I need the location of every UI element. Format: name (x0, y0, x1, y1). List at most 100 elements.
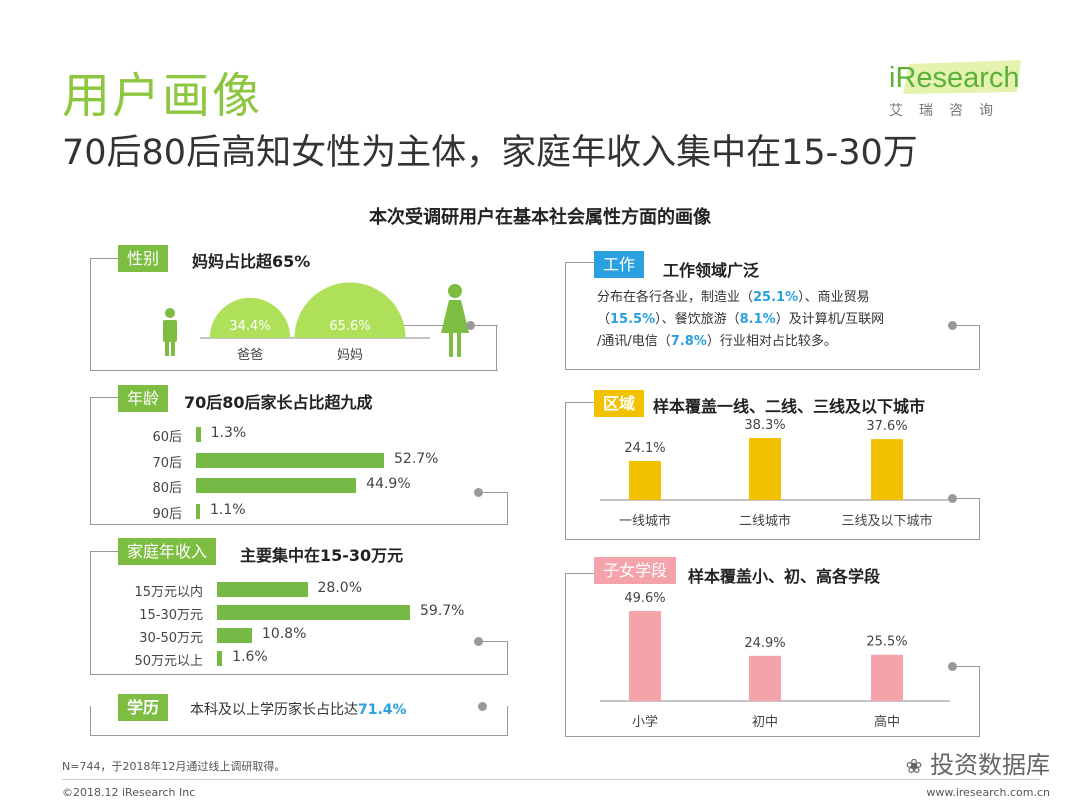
school-bar (749, 655, 781, 701)
region-category-label: 一线城市 (619, 513, 671, 529)
work-panel (565, 262, 595, 370)
gender-connector-dot (466, 321, 475, 330)
income-category-label: 30-50万元 (139, 631, 203, 646)
gender-semicircle-1 (294, 282, 406, 338)
region-panel-bottom (565, 539, 980, 540)
work-value-catering: 8.1% (739, 312, 776, 327)
income-bar (217, 582, 308, 597)
age-bar (196, 478, 357, 493)
education-connector-dot (478, 702, 487, 711)
copyright: ©2018.12 iResearch Inc (62, 786, 196, 799)
footnote: N=744，于2018年12月通过线上调研取得。 (62, 760, 286, 773)
region-category-label: 二线城市 (739, 513, 791, 529)
gender-label-1: 妈妈 (337, 348, 363, 363)
school-bar (629, 611, 661, 701)
income-connector-dot (474, 637, 483, 646)
school-panel-bottom (565, 736, 980, 737)
mother-icon (441, 284, 469, 357)
region-value-label: 37.6% (866, 419, 907, 434)
age-bar (196, 503, 200, 519)
age-bar (196, 427, 201, 442)
school-heading: 样本覆盖小、初、高各学段 (688, 567, 881, 586)
iresearch-logo: iResearch 艾瑞咨询 (889, 58, 1024, 124)
income-value-label: 59.7% (420, 603, 465, 619)
region-bar (749, 438, 781, 500)
work-text-4: ）、餐饮旅游（ (655, 312, 740, 327)
school-value-label: 25.5% (866, 635, 907, 650)
age-heading: 70后80后家长占比超九成 (184, 393, 373, 412)
education-text: 本科及以上学历家长占比达71.4% (190, 699, 407, 719)
region-bar (871, 439, 903, 500)
region-value-label: 38.3% (744, 418, 785, 433)
gender-connector-line (472, 325, 498, 326)
school-chart: 49.6% 小学 24.9% 初中 25.5% 高中 (600, 591, 950, 730)
income-category-label: 50万元以上 (134, 654, 203, 669)
region-connector-dot (948, 494, 957, 503)
age-value-label: 1.1% (210, 501, 246, 518)
work-value-manufacturing: 25.1% (753, 290, 799, 305)
age-bar (196, 452, 384, 468)
school-category-label: 小学 (632, 714, 658, 730)
age-panel-bracket (478, 492, 508, 525)
region-tag: 区域 (594, 390, 645, 417)
school-bar (871, 654, 903, 701)
website-link[interactable]: www.iresearch.com.cn (926, 786, 1050, 799)
income-panel-bracket (478, 641, 508, 675)
income-value-label: 10.8% (261, 626, 307, 642)
age-value-label: 1.3% (210, 425, 247, 441)
income-category-label: 15-30万元 (139, 608, 203, 623)
gender-value-1: 65.6% (329, 319, 370, 334)
school-connector-dot (948, 662, 957, 671)
work-connector-dot (948, 321, 957, 330)
work-tag: 工作 (594, 251, 645, 278)
age-value-label: 44.9% (366, 476, 411, 492)
income-panel (90, 551, 120, 675)
income-bar (217, 605, 410, 620)
age-category-label: 70后 (152, 455, 182, 471)
age-panel (90, 397, 120, 525)
region-bar (629, 460, 661, 500)
income-panel-bottom (90, 674, 508, 675)
education-panel (90, 706, 508, 736)
work-value-it: 7.8% (670, 334, 707, 349)
school-category-label: 高中 (874, 714, 900, 730)
page-subtitle: 70后80后高知女性为主体，家庭年收入集中在15-30万 (62, 133, 918, 173)
logo-text: iResearch (889, 62, 1020, 94)
logo-swoosh-icon (903, 60, 1021, 94)
school-panel-bracket (952, 666, 980, 737)
gender-heading: 妈妈占比超65% (192, 252, 311, 271)
income-bar (217, 651, 223, 666)
school-value-label: 24.9% (744, 636, 785, 651)
age-category-label: 90后 (152, 506, 182, 522)
income-value-label: 1.6% (232, 649, 268, 665)
gender-value-0: 34.4% (229, 319, 270, 334)
work-description: 分布在各行各业，制造业（25.1%）、商业贸易 （15.5%）、餐饮旅游（8.1… (597, 287, 957, 353)
school-category-label: 初中 (752, 715, 778, 730)
region-chart: 24.1% 一线城市 38.3% 二线城市 37.6% 三线及以下城市 (600, 418, 950, 529)
age-category-label: 80后 (152, 481, 182, 496)
wechat-icon: ❀ (905, 754, 923, 778)
gender-tag: 性别 (118, 245, 169, 272)
gender-panel-bottom (90, 370, 498, 371)
gender-label-0: 爸爸 (237, 348, 263, 363)
logo-subtext: 艾瑞咨询 (889, 103, 1009, 119)
school-value-label: 49.6% (624, 591, 665, 606)
work-text-1: 分布在各行各业，制造业（ (597, 290, 754, 305)
education-label: 本科及以上学历家长占比达 (190, 702, 358, 718)
region-heading: 样本覆盖一线、二线、三线及以下城市 (653, 397, 926, 416)
footer-divider (62, 779, 1040, 780)
income-bar (217, 628, 252, 643)
work-text-5: ）及计算机/互联网 (775, 312, 885, 327)
age-panel-bottom (90, 524, 508, 525)
income-category-label: 15万元以内 (134, 585, 203, 600)
work-text-3: （ (597, 312, 611, 327)
region-panel-bracket (952, 498, 980, 540)
work-text-2: ）、商业贸易 (798, 290, 870, 305)
work-text-7: ）行业相对占比较多。 (706, 334, 837, 349)
age-category-label: 60后 (152, 430, 182, 445)
education-highlight: 71.4% (358, 702, 407, 718)
father-icon (163, 308, 177, 356)
income-value-label: 28.0% (317, 580, 362, 596)
page-title: 用户画像 (62, 68, 263, 124)
work-panel-bracket (952, 325, 980, 370)
